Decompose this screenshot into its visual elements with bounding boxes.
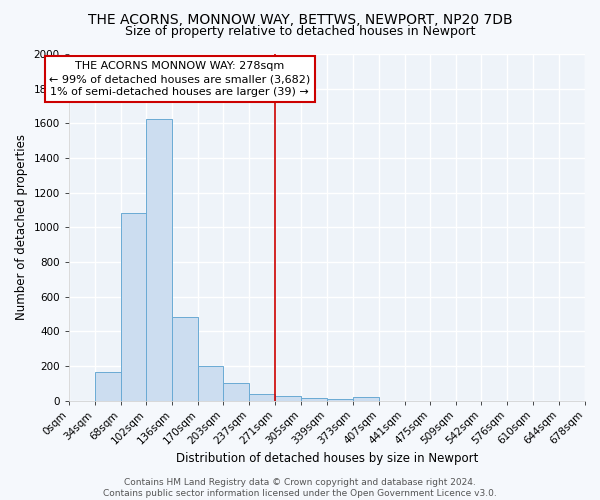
Bar (95, 372, 121, 400)
Text: Contains HM Land Registry data © Crown copyright and database right 2024.
Contai: Contains HM Land Registry data © Crown c… (103, 478, 497, 498)
Text: THE ACORNS, MONNOW WAY, BETTWS, NEWPORT, NP20 7DB: THE ACORNS, MONNOW WAY, BETTWS, NEWPORT,… (88, 12, 512, 26)
Text: Size of property relative to detached houses in Newport: Size of property relative to detached ho… (125, 25, 475, 38)
Bar (301, 398, 327, 400)
Y-axis label: Number of detached properties: Number of detached properties (15, 134, 28, 320)
Bar (198, 366, 223, 400)
Text: THE ACORNS MONNOW WAY: 278sqm
← 99% of detached houses are smaller (3,682)
1% of: THE ACORNS MONNOW WAY: 278sqm ← 99% of d… (49, 61, 310, 98)
Bar (146, 119, 172, 400)
X-axis label: Distribution of detached houses by size in Newport: Distribution of detached houses by size … (176, 452, 478, 465)
Bar (275, 396, 301, 400)
Bar (327, 399, 353, 400)
Bar (172, 318, 198, 400)
Bar (353, 397, 379, 400)
Bar (223, 383, 249, 400)
Bar (249, 394, 275, 400)
Bar (121, 212, 146, 400)
